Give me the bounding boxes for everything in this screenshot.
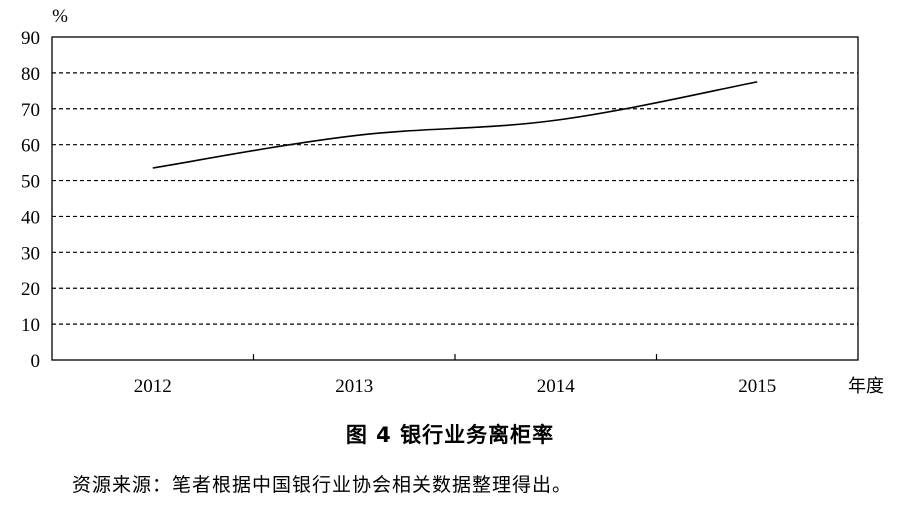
x-tick-label: 2014 — [537, 376, 576, 397]
y-tick-label: 50 — [21, 172, 40, 193]
series-line — [152, 81, 758, 169]
y-tick-labels: 0 10 20 30 40 50 60 70 80 90 — [21, 28, 40, 372]
axes — [51, 36, 859, 361]
y-tick-label: 20 — [21, 279, 40, 300]
y-tick-label: 40 — [21, 207, 40, 228]
y-tick-label: 10 — [21, 315, 40, 336]
y-tick-label: 80 — [21, 64, 40, 85]
source-note: 资源来源：笔者根据中国银行业协会相关数据整理得出。 — [72, 474, 573, 496]
y-axis-unit-label: % — [52, 6, 68, 27]
y-tick-label: 60 — [21, 136, 40, 157]
y-tick-label: 30 — [21, 243, 40, 264]
figure-caption: 图 4 银行业务离柜率 — [345, 423, 555, 447]
y-tick-label: 90 — [21, 28, 40, 49]
x-axis-label: 年度 — [848, 376, 884, 397]
series-layer — [152, 81, 758, 169]
x-tick-label: 2015 — [738, 376, 776, 397]
x-tick-label: 2012 — [134, 376, 172, 397]
gridlines — [52, 72, 858, 325]
x-tick-label: 2013 — [335, 376, 373, 397]
line-chart: 0 10 20 30 40 50 60 70 80 90 2012 2013 2014 2015 % 年… — [21, 6, 884, 397]
y-tick-label: 70 — [21, 100, 40, 121]
y-tick-label: 0 — [31, 351, 41, 372]
x-tick-labels: 2012 2013 2014 2015 — [134, 376, 777, 397]
